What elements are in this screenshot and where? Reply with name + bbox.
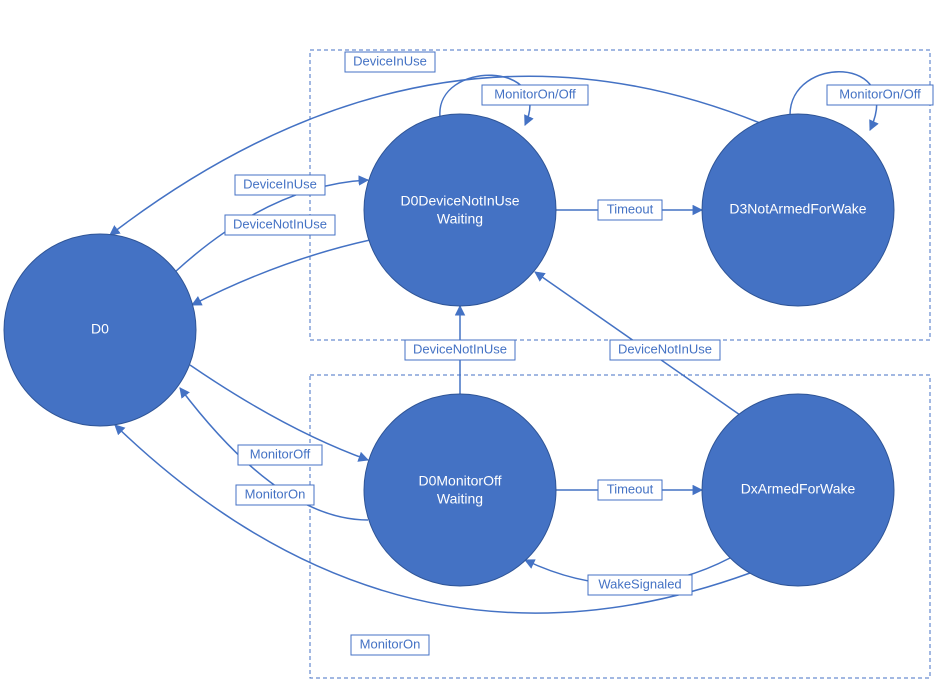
svg-text:Waiting: Waiting [437, 211, 483, 227]
svg-text:MonitorOn: MonitorOn [360, 636, 421, 651]
state-d0-device-not-in-use-waiting: D0DeviceNotInUse Waiting [364, 114, 556, 306]
svg-text:DeviceNotInUse: DeviceNotInUse [618, 341, 712, 356]
edge-label-d0-to-monoff: MonitorOff [238, 445, 322, 465]
state-diagram: DeviceInUse DeviceNotInUse Timeout Devic… [0, 0, 936, 682]
edge-label-notinuse-to-d3: Timeout [598, 200, 662, 220]
svg-text:MonitorOff: MonitorOff [250, 446, 311, 461]
svg-text:D0MonitorOff: D0MonitorOff [419, 473, 502, 489]
svg-text:Timeout: Timeout [607, 481, 654, 496]
svg-text:DxArmedForWake: DxArmedForWake [741, 481, 856, 497]
edge-label-dx-to-d0: MonitorOn [351, 635, 429, 655]
edge-label-dx-to-notinuse: DeviceNotInUse [610, 340, 720, 360]
svg-text:DeviceNotInUse: DeviceNotInUse [413, 341, 507, 356]
svg-text:DeviceInUse: DeviceInUse [353, 53, 427, 68]
edge-label-d3-to-d0: DeviceInUse [345, 52, 435, 72]
svg-text:D0: D0 [91, 321, 109, 337]
edge-label-monoff-to-notinuse: DeviceNotInUse [405, 340, 515, 360]
edge-notinuse-to-d0 [192, 240, 370, 305]
state-dx-armed-for-wake: DxArmedForWake [702, 394, 894, 586]
edge-label-dx-to-monoff: WakeSignaled [588, 575, 692, 595]
svg-text:Timeout: Timeout [607, 201, 654, 216]
svg-text:D0DeviceNotInUse: D0DeviceNotInUse [400, 193, 519, 209]
edge-label-monoff-to-dx: Timeout [598, 480, 662, 500]
edge-label-notinuse-self: MonitorOn/Off [482, 85, 588, 105]
edge-label-d3-self: MonitorOn/Off [827, 85, 933, 105]
svg-text:Waiting: Waiting [437, 491, 483, 507]
svg-text:DeviceInUse: DeviceInUse [243, 176, 317, 191]
edge-label-monoff-to-d0: MonitorOn [236, 485, 314, 505]
state-d0: D0 [4, 234, 196, 426]
edge-label-notinuse-to-d0: DeviceNotInUse [225, 215, 335, 235]
svg-text:DeviceNotInUse: DeviceNotInUse [233, 216, 327, 231]
state-d3-not-armed-for-wake: D3NotArmedForWake [702, 114, 894, 306]
svg-text:MonitorOn/Off: MonitorOn/Off [839, 86, 921, 101]
edge-label-d0-to-notinuse: DeviceInUse [235, 175, 325, 195]
state-d0-monitor-off-waiting: D0MonitorOff Waiting [364, 394, 556, 586]
svg-text:MonitorOn: MonitorOn [245, 486, 306, 501]
svg-text:WakeSignaled: WakeSignaled [598, 576, 681, 591]
svg-text:MonitorOn/Off: MonitorOn/Off [494, 86, 576, 101]
svg-text:D3NotArmedForWake: D3NotArmedForWake [729, 201, 866, 217]
